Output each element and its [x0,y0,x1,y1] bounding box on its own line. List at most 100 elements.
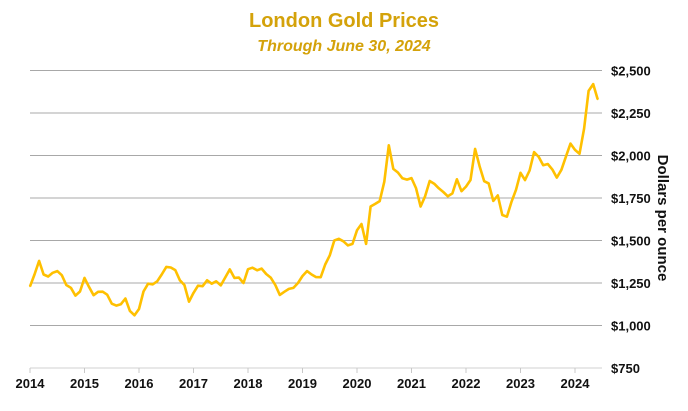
data-point [165,266,168,268]
data-point [460,190,463,192]
data-point [188,300,190,303]
data-point [378,200,381,202]
data-point [301,275,304,277]
data-point [242,282,245,284]
y-tick-label: $2,000 [611,149,651,164]
data-point [33,273,36,276]
data-point [510,201,513,203]
data-point [528,169,531,172]
data-point [56,270,59,272]
data-point [197,284,199,287]
gold-price-line [28,82,599,317]
data-point [219,284,222,287]
y-tick-label: $1,250 [611,276,651,291]
data-point [342,240,345,243]
data-point [592,83,594,85]
data-point [38,260,40,262]
data-point [83,277,86,279]
gridlines [30,70,602,369]
data-point [451,192,454,195]
data-point [519,172,522,174]
y-tick-label: $2,500 [611,64,651,79]
data-point [383,180,386,183]
x-tick-label: 2022 [452,376,481,391]
data-point [556,176,558,179]
data-point [115,304,118,307]
data-point [247,268,249,271]
data-point [360,223,363,225]
data-point [537,156,540,158]
data-point [387,144,390,147]
data-point [374,203,376,205]
data-point [156,280,158,283]
data-point [587,90,590,92]
data-point [215,280,218,283]
data-point [133,314,136,317]
data-point [492,200,495,202]
data-point [433,182,436,185]
data-point [106,293,109,296]
data-point [47,275,49,278]
data-point [265,273,267,275]
x-tick-label: 2017 [179,376,208,391]
data-point [469,179,472,181]
y-tick-label: $1,750 [611,191,651,206]
data-point [542,164,545,166]
data-point [79,290,81,293]
x-tick-label: 2023 [506,376,535,391]
data-point [333,239,336,242]
data-point [210,282,213,285]
data-point [206,279,208,282]
data-point [465,185,467,188]
y-tick-label: $2,250 [611,106,651,121]
data-point [565,155,567,158]
data-point [110,302,113,305]
data-point [97,291,99,293]
data-point [506,215,508,218]
data-point [174,269,177,271]
data-point [138,308,140,310]
x-tick-label: 2018 [234,376,263,391]
data-point [60,274,63,276]
data-point [583,127,585,130]
data-point [288,288,290,290]
data-point [524,179,526,181]
data-point [419,205,422,208]
y-tick-label: $1,000 [611,319,651,334]
data-point [283,291,286,293]
data-point [151,283,154,286]
data-point [269,276,272,279]
data-point [256,269,258,272]
y-tick-labels: $750 $1,000 $1,250 $1,500 $1,750 $2,000 $2,250… [611,64,651,377]
data-point [401,177,404,180]
data-point [406,178,408,181]
data-point [356,229,358,232]
data-point [169,266,172,269]
data-point [229,268,231,271]
chart-title: London Gold Prices [249,10,439,32]
data-point [560,168,563,171]
data-point [456,178,458,181]
data-point [124,297,127,300]
data-point [551,168,554,171]
data-point [51,272,54,274]
data-point [351,243,354,245]
data-point [251,266,254,269]
data-point [160,273,163,276]
data-point [92,294,95,297]
data-point [233,277,236,279]
data-point [496,194,499,197]
data-point [428,180,431,182]
data-point [192,292,195,294]
data-point [101,290,104,293]
data-point [392,168,395,170]
data-point [596,98,599,101]
x-tick-label: 2016 [125,376,154,391]
data-point [437,187,440,190]
data-point [183,284,186,286]
y-tick-label: $1,500 [611,234,651,249]
data-point [224,276,227,279]
data-point [120,303,122,306]
data-point [442,191,445,193]
data-point [447,195,449,198]
